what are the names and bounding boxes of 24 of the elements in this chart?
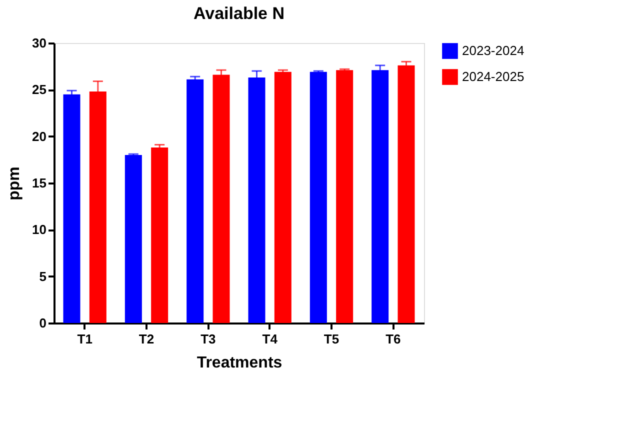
x-tick-label: T5 — [324, 332, 340, 346]
y-tick-label: 15 — [32, 176, 46, 190]
y-tick-label: 5 — [39, 268, 46, 284]
bar — [151, 148, 168, 323]
x-tick-label: T2 — [138, 332, 154, 346]
y-tick-label: 0 — [39, 316, 46, 330]
bar — [372, 70, 389, 323]
legend-label: 2024-2025 — [462, 69, 524, 84]
bar — [398, 65, 415, 323]
y-tick-label: 25 — [32, 82, 46, 98]
x-tick-label: T1 — [77, 332, 92, 346]
x-tick-label: T6 — [386, 332, 401, 346]
bar — [63, 94, 80, 323]
y-tick-label: 10 — [32, 222, 46, 238]
chart-title: Available N — [193, 4, 285, 23]
y-axis-title: ppm — [6, 166, 24, 200]
x-axis-title: Treatments — [196, 354, 282, 372]
x-tick-label: T4 — [262, 332, 278, 346]
y-tick-label: 30 — [32, 36, 46, 50]
legend-label: 2023-2024 — [462, 43, 524, 58]
bar — [212, 74, 230, 323]
y-tick-label: 20 — [32, 128, 46, 144]
bar — [310, 72, 327, 323]
x-tick-label: T3 — [200, 332, 216, 346]
